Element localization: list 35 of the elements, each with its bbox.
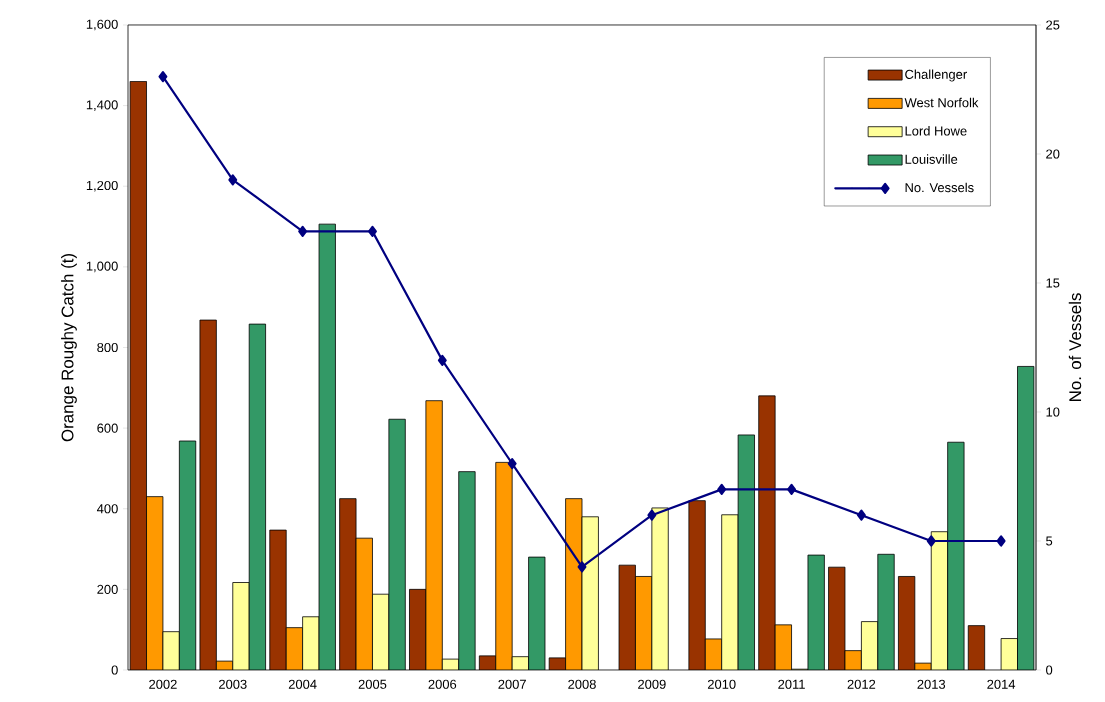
y2-tick-label: 25 bbox=[1046, 20, 1060, 30]
y2-tick-label: 20 bbox=[1046, 149, 1060, 159]
x-tick-label: 2005 bbox=[358, 679, 387, 689]
x-tick-label: 2004 bbox=[288, 679, 317, 689]
x-tick-label: 2009 bbox=[638, 679, 666, 689]
y-tick-label: 1,200 bbox=[86, 180, 118, 192]
legend-label: No. Vessels bbox=[905, 182, 974, 193]
x-tick-label: 2006 bbox=[428, 679, 457, 689]
legend-label: Challenger bbox=[905, 69, 967, 82]
legend-label: West Norfolk bbox=[904, 97, 979, 108]
x-tick-label: 2010 bbox=[707, 679, 736, 689]
y2-tick-label: 0 bbox=[1046, 665, 1053, 675]
y-tick-label: 800 bbox=[97, 342, 118, 353]
x-tick-label: 2008 bbox=[568, 679, 596, 689]
x-tick-label: 2012 bbox=[847, 679, 876, 689]
y-tick-label: 0 bbox=[111, 665, 118, 675]
x-tick-label: 2002 bbox=[149, 679, 177, 689]
y-tick-label: 1,400 bbox=[86, 100, 118, 111]
y2-axis-title: No. of Vessels bbox=[1068, 293, 1082, 402]
x-tick-label: 2007 bbox=[498, 679, 526, 689]
y-tick-label: 1,000 bbox=[86, 261, 118, 273]
y2-tick-label: 15 bbox=[1046, 278, 1060, 288]
y-tick-label: 400 bbox=[96, 504, 118, 514]
y-axis-title: Orange Roughy Catch (t) bbox=[61, 253, 77, 442]
x-tick-label: 2003 bbox=[219, 679, 247, 689]
y-tick-label: 200 bbox=[97, 584, 118, 594]
y-tick-label: 1,600 bbox=[86, 19, 118, 31]
x-tick-label: 2011 bbox=[778, 679, 805, 689]
y-tick-label: 600 bbox=[97, 423, 118, 433]
x-tick-label: 2013 bbox=[917, 679, 946, 689]
y2-tick-label: 5 bbox=[1046, 536, 1053, 546]
x-tick-label: 2014 bbox=[987, 679, 1016, 689]
y2-tick-label: 10 bbox=[1046, 407, 1060, 417]
legend-label: Louisville bbox=[905, 154, 958, 164]
legend-label: Lord Howe bbox=[905, 126, 967, 136]
